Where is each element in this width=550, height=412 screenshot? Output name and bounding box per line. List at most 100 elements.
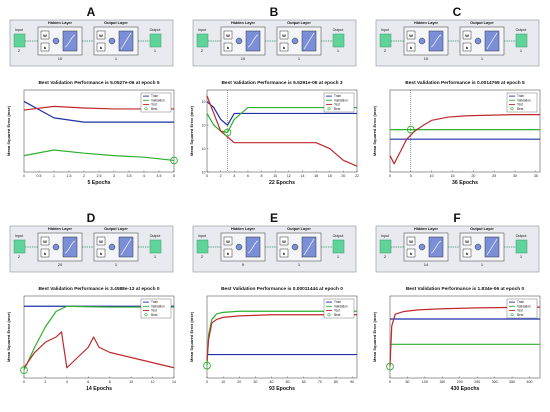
output-sum-node [108,37,116,45]
output-bias-block [462,248,472,258]
hidden-weight-block [223,30,233,40]
x-tick-label: 2 [44,380,46,384]
output-weight-block [462,236,472,246]
legend-swatch [144,107,148,111]
y-axis-label: Mean Squared Error (mse) [189,311,194,362]
input-block [379,33,392,48]
hidden-b-label: b [227,45,230,50]
x-tick-label: 6 [87,380,89,384]
x-tick-label: 400 [527,380,533,384]
performance-chart: Best Validation Performance is 0.0014769… [372,80,541,186]
x-tick-label: 12 [151,380,155,384]
hidden-sum-node [418,243,426,251]
input-size: 2 [384,48,387,53]
output-bias-block [279,42,289,52]
output-weight-block [462,30,472,40]
hidden-weight-block [406,236,416,246]
legend-label: Validation [151,98,165,102]
hidden-sum-node [52,37,60,45]
legend-box [323,298,355,319]
legend-swatch [327,313,331,317]
hidden-weight-block [40,236,50,246]
hidden-size: 9 [242,262,245,267]
output-sum-node [108,243,116,251]
hidden-weight-block [406,30,416,40]
x-tick-label: 90 [350,380,354,384]
output-b-label: b [466,251,469,256]
panel-letter: F [453,211,460,225]
x-tick-label: 10 [221,380,225,384]
input-size: 2 [201,48,204,53]
output-label: Output [150,234,161,238]
y-tick-label: 10 [202,123,206,127]
output-sum-node [291,37,299,45]
hidden-w-label: W [409,33,413,38]
x-tick-label: 60 [302,380,306,384]
output-block [515,239,528,254]
hidden-w-label: W [43,239,47,244]
legend-label: Test [517,309,523,313]
input-label: Input [198,28,206,32]
y-axis-label: Mean Squared Error (mse) [189,105,194,156]
y-axis-label: Mean Squared Error (mse) [6,105,11,156]
output-size: 1 [337,48,340,53]
performance-chart: Best Validation Performance is 5.0527e-0… [6,80,178,186]
x-tick-label: 35 [534,174,538,178]
sigmoid-curve-icon [247,34,259,48]
output-label: Output [516,28,527,32]
x-tick-label: 50 [405,380,409,384]
best-marker [170,156,178,165]
x-tick-label: 12 [287,174,291,178]
linear-line-icon [120,238,132,256]
series-line-validation [206,310,357,366]
sigmoid-curve-icon [430,240,442,254]
chart-title: Best Validation Performance is 0.0014769… [405,80,525,86]
network-diagram: Input 2 Hidden Layer Wb 20 Output Layer Wb 1 Out… [9,225,174,273]
panel-letter: B [270,5,279,19]
x-tick-label: 4.5 [157,174,162,178]
output-w-label: W [99,33,103,38]
output-label: Output [333,28,344,32]
hidden-b-label: b [410,251,413,256]
series-line-test [206,314,357,361]
input-label: Input [15,234,23,238]
x-tick-label: 25 [492,174,496,178]
output-w-label: W [465,33,469,38]
output-size: 1 [337,254,340,259]
output-layer-label: Output Layer [104,227,128,231]
x-tick-label: 14 [300,174,304,178]
output-w-label: W [465,239,469,244]
network-diagram: Input 2 Hidden Layer Wb 10 Output Layer Wb 1 Out… [192,19,357,67]
x-tick-label: 100 [422,380,428,384]
series-line-test [389,113,540,165]
x-tick-label: 250 [474,380,480,384]
hidden-sum-node [235,243,243,251]
performance-chart: Best Validation Performance is 5.5291e-0… [189,80,359,186]
output-layer-size: 1 [298,56,301,61]
x-tick-label: 80 [334,380,338,384]
x-tick-label: 20 [237,380,241,384]
x-tick-label: 30 [253,380,257,384]
x-tick-label: 1.5 [67,174,72,178]
hidden-bias-block [40,248,50,258]
x-axis-label: 93 Epochs [269,386,295,392]
output-size: 1 [520,254,523,259]
best-marker [386,362,394,371]
hidden-size: 10 [241,56,246,61]
x-tick-label: 10 [129,380,133,384]
output-w-label: W [282,33,286,38]
hidden-w-label: W [409,239,413,244]
best-marker [406,125,415,134]
input-label: Input [381,28,389,32]
x-tick-label: 1 [53,174,55,178]
output-weight-block [279,236,289,246]
output-layer-size: 1 [298,262,301,267]
panel-f: F Input 2 Hidden Layer Wb 14 Output Layer Wb 1 Ou… [372,211,541,392]
hidden-size: 10 [58,56,63,61]
output-b-label: b [466,45,469,50]
hidden-size: 14 [424,262,429,267]
network-frame [192,225,357,273]
